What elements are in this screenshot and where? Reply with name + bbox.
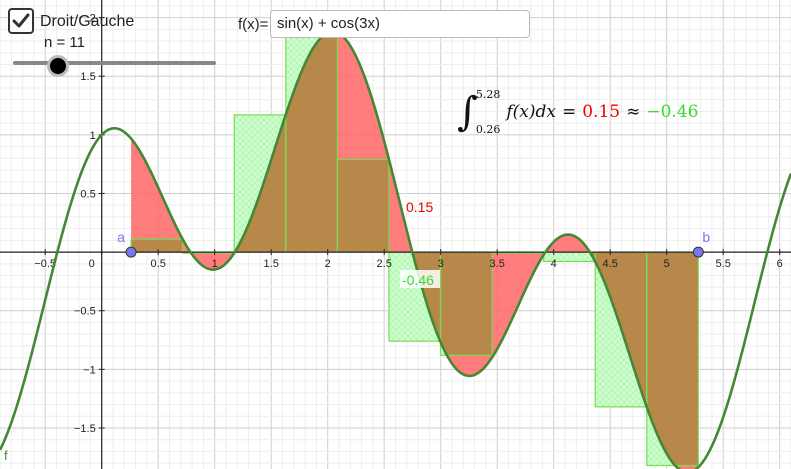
function-input-label: f(x)=: [238, 16, 269, 33]
riemann-sum-label: -0.46: [402, 272, 434, 288]
y-tick-label: −1.5: [74, 423, 96, 435]
x-tick-label: 2.5: [377, 258, 392, 270]
equals-sign: =: [561, 102, 577, 122]
x-tick-label: 6: [777, 258, 783, 270]
y-tick-label: 1.5: [80, 71, 95, 83]
integrand: f(x)dx: [506, 102, 556, 122]
riemann-sum-value: −0.46: [646, 102, 699, 122]
x-tick-label: 1.5: [264, 258, 279, 270]
slider-label: n = 11: [44, 34, 86, 51]
x-tick-label: 1: [212, 258, 218, 270]
upper-limit: 5.28: [475, 88, 501, 101]
curve-name-label: f: [4, 448, 8, 463]
x-tick-label: 3: [438, 258, 444, 270]
x-tick-label: 4: [551, 258, 557, 270]
point-b-label: b: [702, 229, 710, 245]
droit-gauche-toggle[interactable]: Droit/Gauche: [8, 8, 134, 34]
exact-value-label: 0.15: [406, 199, 433, 215]
point-a-label: a: [117, 229, 125, 245]
x-tick-label: 3.5: [490, 258, 505, 270]
approx-sign: ≈: [626, 102, 641, 122]
x-tick-label: 4.5: [603, 258, 618, 270]
integral-limits: 5.28 0.26: [476, 88, 501, 136]
x-tick-label: 5: [664, 258, 670, 270]
x-tick-label: 0.5: [151, 258, 166, 270]
y-tick-label: 2: [90, 13, 96, 25]
x-tick-label: 5.5: [716, 258, 731, 270]
x-tick-label: 2: [325, 258, 331, 270]
checkbox[interactable]: [8, 8, 34, 34]
y-tick-label: −0.5: [74, 306, 96, 318]
function-input[interactable]: sin(x) + cos(3x): [270, 10, 530, 38]
y-tick-label: 0.5: [80, 188, 95, 200]
exact-integral-value: 0.15: [582, 102, 621, 122]
tick-labels: −0.5 0 0.5 1 1.5 2 2.5 3 3.5 4 4.5 5 5.5 6 2 1.5 1 0.5 −0.…: [34, 13, 782, 435]
x-tick-label: −0.5: [34, 258, 56, 270]
riemann-rectangle-hatch: [543, 252, 596, 262]
integral-formula: ∫ 5.28 0.26 f(x)dx = 0.15 ≈ −0.46: [457, 87, 698, 137]
checkmark-icon: [12, 13, 30, 28]
point-b[interactable]: [692, 246, 704, 258]
lower-limit: 0.26: [475, 123, 501, 136]
point-a[interactable]: [125, 246, 137, 258]
n-slider-track[interactable]: [13, 61, 216, 65]
y-tick-label: 1: [90, 130, 96, 142]
n-slider-handle[interactable]: [47, 55, 69, 77]
function-curve[interactable]: [0, 30, 791, 469]
x-tick-label: 0: [89, 258, 95, 270]
integral-sign-icon: ∫: [457, 89, 478, 135]
y-tick-label: −1: [83, 364, 96, 376]
checkbox-label: Droit/Gauche: [40, 13, 135, 30]
